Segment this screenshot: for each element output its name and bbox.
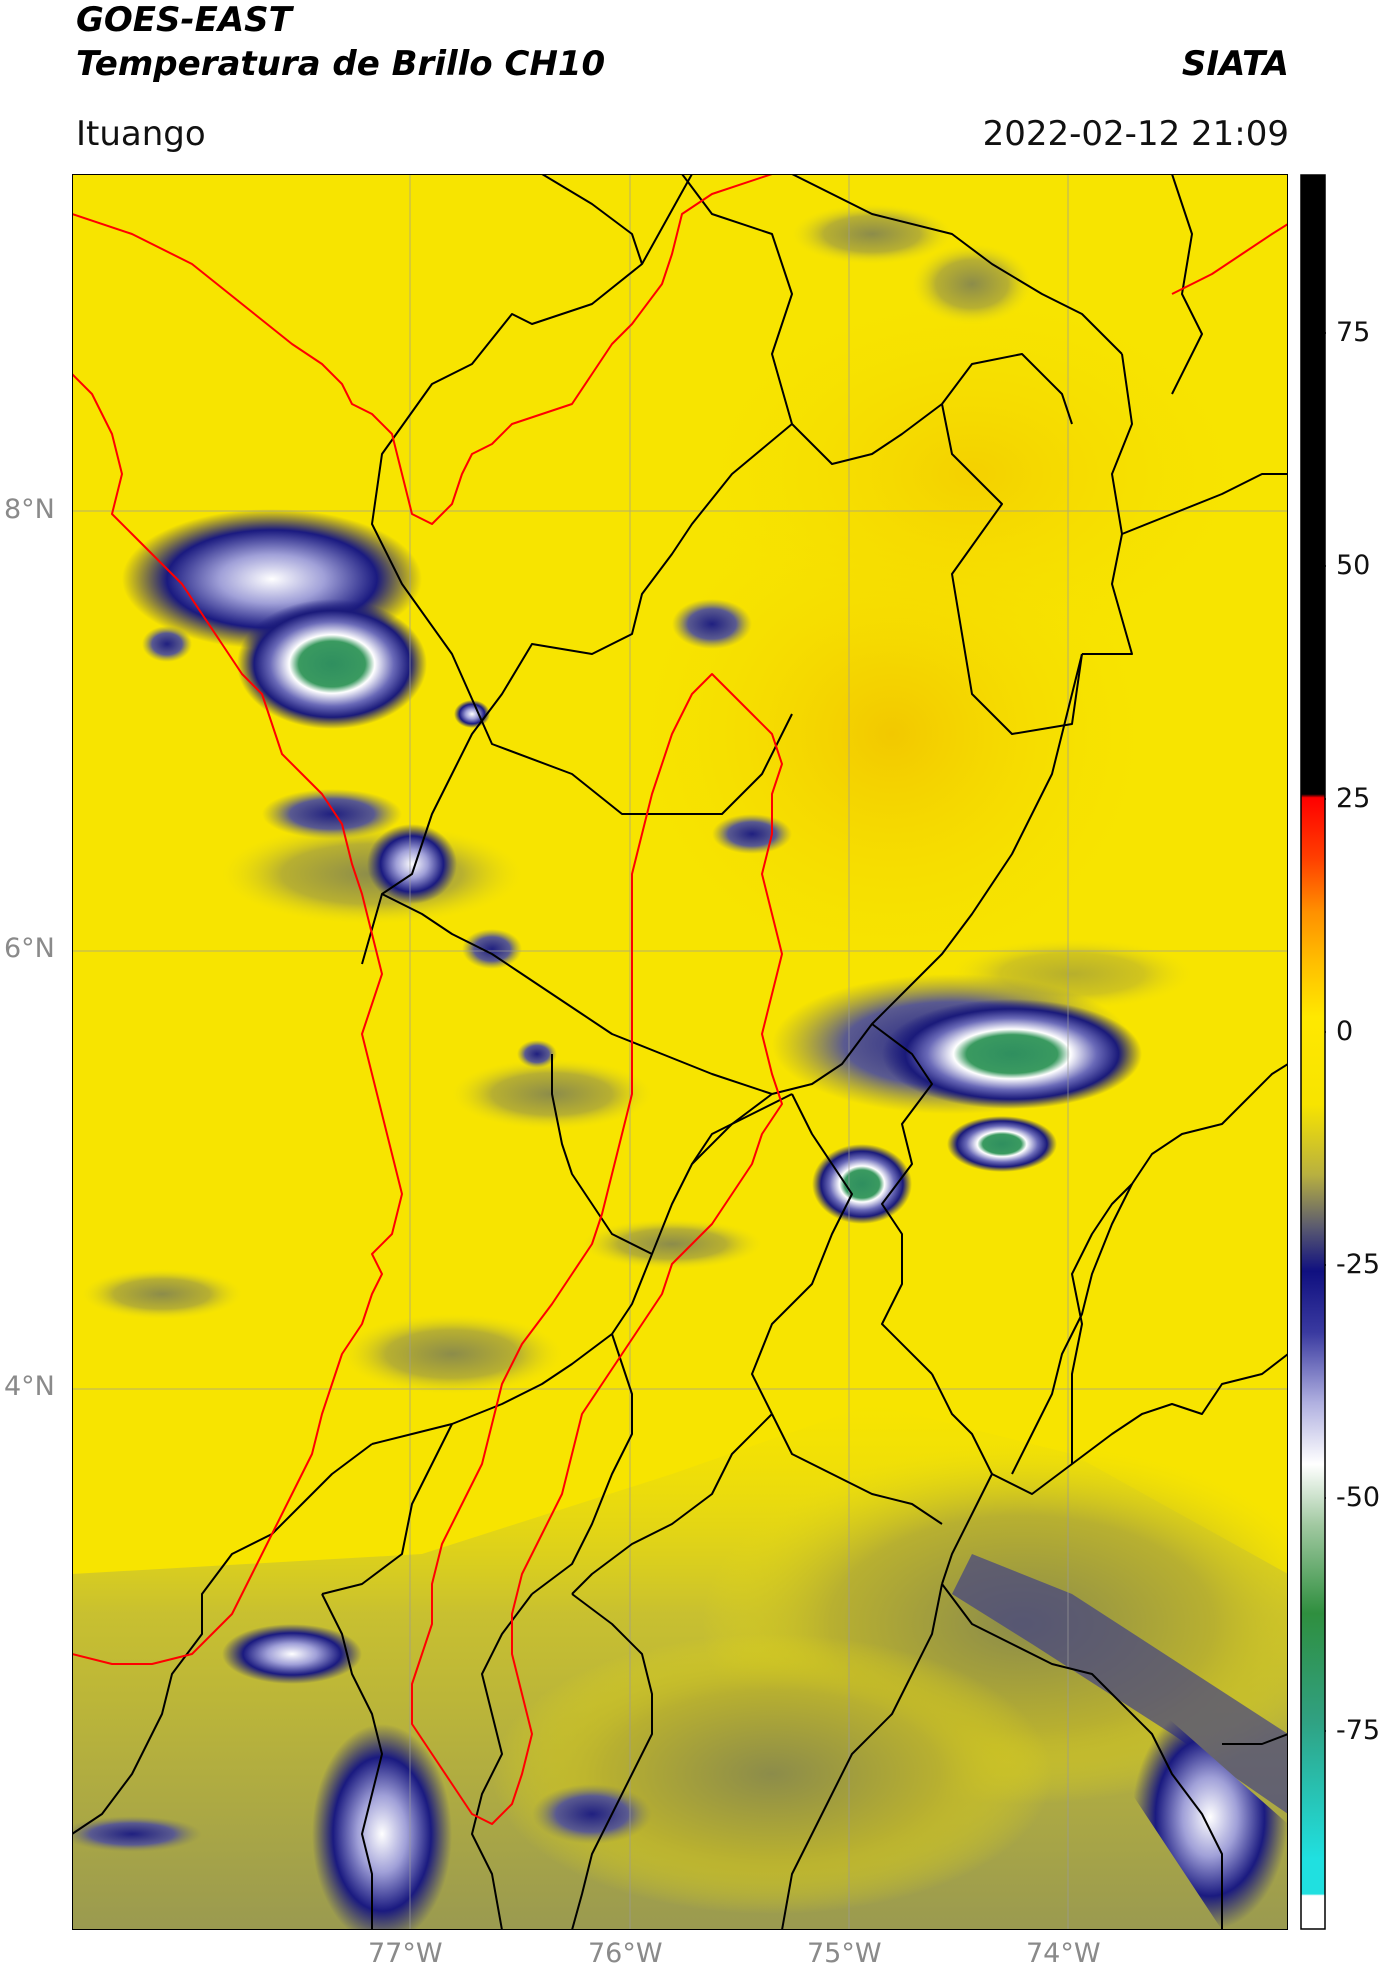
colorbar-label-75: 75 (1336, 317, 1371, 348)
satellite-map (72, 174, 1288, 1930)
colorbar-gradient (1300, 174, 1326, 1930)
department-borders (72, 174, 1288, 1930)
colorbar-label-0: 0 (1336, 1016, 1354, 1047)
colorbar-label-25: 25 (1336, 783, 1371, 814)
lat-label-6n: 6°N (4, 933, 55, 964)
colorbar-label-50: 50 (1336, 550, 1371, 581)
lat-label-8n: 8°N (4, 494, 55, 525)
lat-label-4n: 4°N (4, 1371, 55, 1402)
brand-label: SIATA (1181, 44, 1289, 84)
cloud-south-west (312, 1724, 452, 1930)
cloud-streak-southeast (952, 1554, 1288, 1814)
red-borders (72, 174, 1288, 1825)
cloud-west-coast (367, 824, 457, 904)
colorbar (1300, 174, 1326, 1930)
storm-core-central (882, 999, 1142, 1109)
lon-label-77w: 77°W (368, 1938, 443, 1969)
timestamp-label: 2022-02-12 21:09 (982, 114, 1289, 154)
colorbar-label-minus75: -75 (1336, 1715, 1381, 1746)
storm-core-northwest (237, 599, 427, 729)
colorbar-label-minus50: -50 (1336, 1482, 1381, 1513)
region-label: Ituango (76, 114, 206, 154)
lon-label-75w: 75°W (807, 1938, 882, 1969)
graticule (72, 174, 1288, 1930)
lon-label-76w: 76°W (588, 1938, 663, 1969)
colorbar-label-minus25: -25 (1336, 1249, 1381, 1280)
title-line-2: Temperatura de Brillo CH10 (76, 44, 606, 84)
title-line-1: GOES-EAST (76, 0, 292, 40)
lon-label-74w: 74°W (1026, 1938, 1101, 1969)
